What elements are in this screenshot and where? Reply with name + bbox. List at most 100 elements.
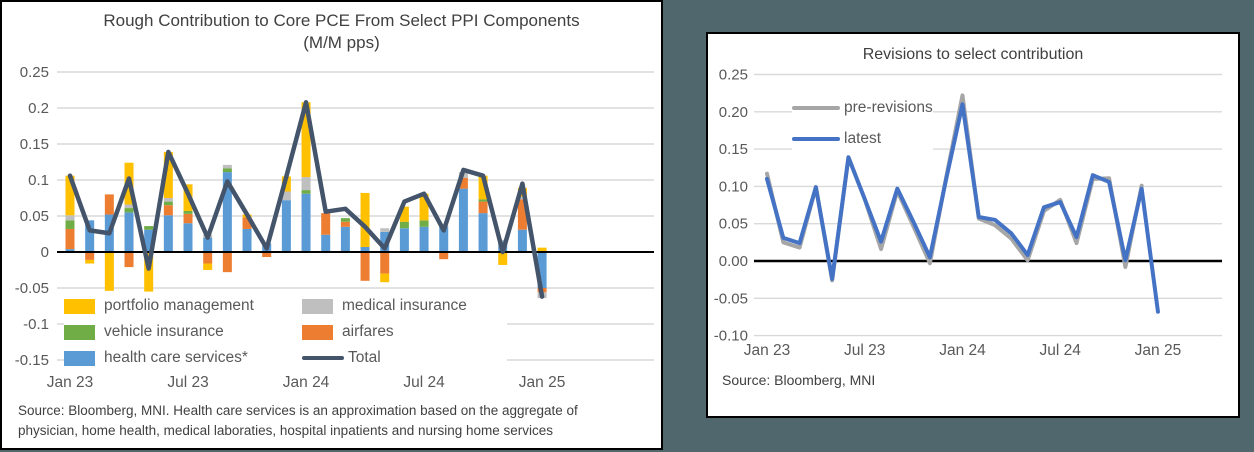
bar-segment: [281, 200, 291, 252]
bar-segment: [144, 229, 154, 252]
legend-label: medical insurance: [342, 297, 467, 314]
bar-segment: [222, 172, 232, 252]
bar-segment: [380, 228, 390, 232]
bar-segment: [85, 220, 95, 252]
bar-segment: [478, 175, 488, 200]
bar-segment: [183, 213, 193, 224]
legend-item-vehicle-insurance: vehicle insurance: [64, 323, 302, 341]
y-tick-label: -0.10: [714, 328, 748, 345]
legend-row: portfolio management medical insurance: [64, 293, 507, 319]
y-tick-label: 0: [41, 244, 49, 261]
left-chart-legend: portfolio management medical insurance v…: [64, 293, 507, 371]
bar-segment: [203, 237, 213, 252]
bar-segment: [340, 226, 350, 252]
y-tick-label: 0.20: [719, 104, 748, 121]
bar-segment: [65, 220, 75, 229]
bar-segment: [222, 252, 232, 273]
medical-insurance-swatch: [302, 298, 333, 314]
bar-segment: [360, 252, 370, 281]
bar-segment: [458, 188, 468, 252]
legend-label: latest: [844, 129, 882, 147]
pre-revisions-line-swatch: [792, 105, 840, 110]
legend-label: airfares: [342, 323, 394, 340]
x-tick-label: Jan 23: [744, 342, 791, 359]
right-chart-panel: Revisions to select contribution 0.25 0.2…: [706, 32, 1240, 418]
bar-segment: [498, 252, 508, 265]
health-care-services-swatch: [64, 350, 95, 366]
bar-segment: [419, 226, 429, 252]
x-tick-label: Jul 23: [167, 374, 208, 391]
bar-segment: [124, 208, 134, 213]
source-line1: Source: Bloomberg, MNI. Health care serv…: [18, 403, 578, 418]
y-tick-label: 0.00: [719, 253, 748, 270]
bar-segment: [65, 175, 75, 216]
bar-segment: [124, 204, 134, 209]
y-tick-label: 0.25: [20, 64, 49, 81]
bar-segment: [242, 228, 252, 252]
bar-segment: [478, 199, 488, 202]
legend-item-total: Total: [302, 349, 507, 367]
bar-segment: [242, 217, 252, 229]
left-chart-title-line2: (M/M pps): [303, 33, 380, 52]
bar-segment: [458, 177, 468, 189]
bar-segment: [163, 151, 173, 198]
bar-segment: [419, 220, 429, 227]
bar-segment: [419, 193, 429, 221]
bar-segment: [478, 213, 488, 252]
legend-label: portfolio management: [104, 297, 254, 314]
y-tick-label: -0.1: [23, 316, 49, 333]
bar-segment: [163, 205, 173, 216]
bar-segment: [321, 234, 331, 252]
bar-segment: [360, 246, 370, 252]
bar-segment: [301, 193, 311, 252]
legend-label: pre-revisions: [844, 98, 933, 116]
bar-segment: [85, 259, 95, 264]
legend-item-portfolio-management: portfolio management: [64, 297, 302, 315]
left-chart-title: Rough Contribution to Core PCE From Sele…: [42, 10, 641, 54]
airfares-swatch: [302, 324, 333, 340]
bar-segment: [498, 239, 508, 242]
bar-segment: [65, 249, 75, 252]
bar-segment: [262, 252, 272, 258]
total-line-swatch: [302, 355, 344, 361]
bar-segment: [144, 252, 154, 292]
x-tick-label: Jan 25: [519, 374, 566, 391]
legend-item-health-care-services: health care services*: [64, 349, 302, 367]
y-tick-label: 0.25: [719, 67, 748, 84]
bar-segment: [321, 213, 331, 235]
bar-segment: [517, 229, 527, 252]
bar-segment: [163, 198, 173, 202]
bar-segment: [104, 194, 114, 215]
right-chart-title: Revisions to select contribution: [862, 46, 1084, 63]
bar-segment: [163, 201, 173, 206]
right-chart-legend: pre-revisions latest: [792, 92, 933, 154]
bar-segment: [517, 199, 527, 230]
legend-item-pre-revisions: pre-revisions: [792, 92, 933, 123]
bar-segment: [183, 210, 193, 214]
bar-segment: [340, 221, 350, 227]
legend-item-latest: latest: [792, 123, 933, 154]
y-tick-label: -0.05: [714, 290, 748, 307]
legend-item-airfares: airfares: [302, 323, 507, 341]
bar-segment: [380, 273, 390, 283]
x-tick-label: Jul 24: [403, 374, 445, 391]
bar-segment: [301, 177, 311, 191]
bar-segment: [222, 164, 232, 169]
latest-line-swatch: [792, 136, 840, 141]
bar-segment: [203, 252, 213, 264]
bar-segment: [163, 215, 173, 252]
bar-segment: [517, 196, 527, 200]
bar-segment: [301, 190, 311, 194]
y-tick-label: 0.1: [28, 172, 49, 189]
bar-segment: [380, 231, 390, 252]
bar-segment: [399, 228, 409, 252]
latest-line: [765, 102, 1160, 314]
bar-segment: [399, 221, 409, 229]
source-line2: physician, home health, medical laborati…: [18, 423, 554, 438]
bar-segment: [537, 247, 547, 252]
bar-segment: [439, 226, 449, 252]
bar-segment: [301, 102, 311, 178]
bar-segment: [65, 228, 75, 250]
